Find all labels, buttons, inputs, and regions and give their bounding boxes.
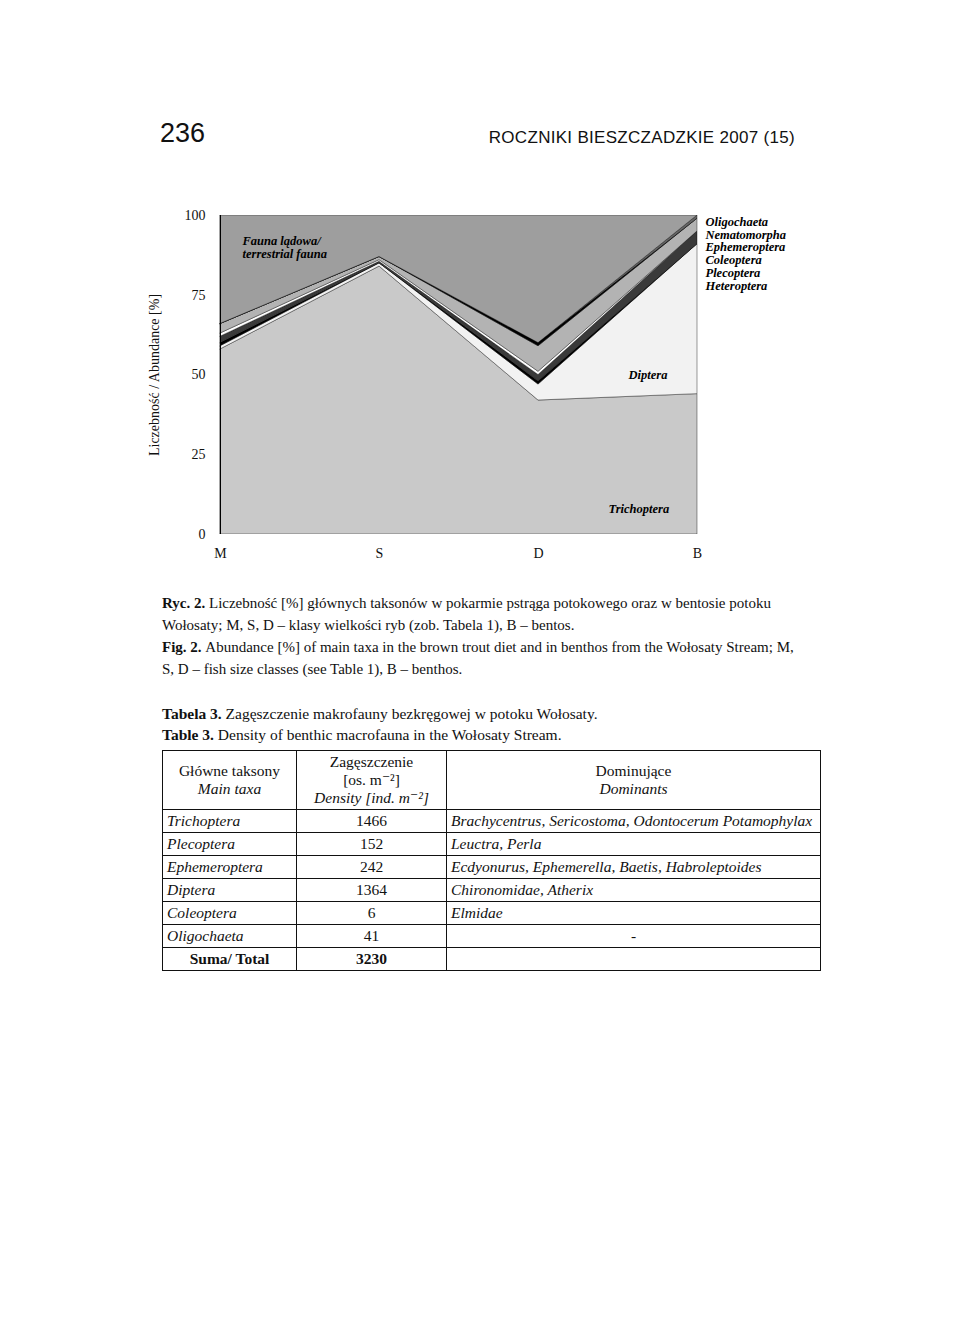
html-text:236: 236 — [160, 118, 206, 148]
svg-text:B: B — [693, 546, 702, 561]
html-text:Diptera: Diptera — [167, 881, 216, 898]
svg-text:S: S — [376, 546, 384, 561]
html-text:Table 3. Density of benthic ma: Table 3. Density of benthic macrofauna i… — [162, 726, 562, 743]
svg-text:Heteroptera: Heteroptera — [705, 279, 768, 293]
svg-text:Nematomorpha: Nematomorpha — [705, 228, 787, 242]
svg-text:Ephemeroptera: Ephemeroptera — [705, 240, 786, 254]
html-text:1466: 1466 — [356, 812, 387, 829]
html-text:Chironomidae, Atherix: Chironomidae, Atherix — [451, 881, 594, 898]
html-text:[os. m⁻²]: [os. m⁻²] — [343, 771, 400, 788]
html-text:242: 242 — [359, 858, 384, 875]
html-text:6: 6 — [367, 904, 376, 921]
html-text:Liczebność / Abundance [%]: Liczebność / Abundance [%] — [147, 293, 162, 457]
svg-text:M: M — [214, 546, 227, 561]
html-text:Elmidae: Elmidae — [451, 904, 503, 921]
html-text:Ephemeroptera: Ephemeroptera — [167, 858, 263, 875]
html-text:Coleoptera: Coleoptera — [167, 904, 237, 921]
html-text:Ecdyonurus, Ephemerella, Baeti: Ecdyonurus, Ephemerella, Baetis, Habrole… — [451, 858, 762, 875]
html-text:Oligochaeta: Oligochaeta — [167, 927, 244, 944]
html-text:3230: 3230 — [356, 950, 387, 967]
svg-text:25: 25 — [192, 447, 206, 462]
html-text:Trichoptera: Trichoptera — [167, 812, 241, 829]
html-text:Dominants: Dominants — [599, 780, 668, 797]
html-text:Plecoptera: Plecoptera — [167, 835, 235, 852]
svg-text:D: D — [533, 546, 543, 561]
html-text:41: 41 — [363, 927, 380, 944]
html-text:Fig. 2. Abundance [%] of main: Fig. 2. Abundance [%] of main taxa in th… — [162, 639, 794, 677]
html-text:Density [ind. m⁻²]: Density [ind. m⁻²] — [314, 789, 429, 806]
svg-text:0: 0 — [199, 527, 206, 542]
html-text:152: 152 — [359, 835, 384, 852]
svg-text:100: 100 — [185, 208, 206, 223]
html-text:ROCZNIKI BIESZCZADZKIE 2007 (1: ROCZNIKI BIESZCZADZKIE 2007 (15) — [488, 128, 795, 147]
html-text:Main taxa: Main taxa — [197, 780, 262, 797]
svg-text:Diptera: Diptera — [628, 368, 668, 382]
html-text:1364: 1364 — [356, 881, 387, 898]
html-text:Dominujące: Dominujące — [595, 762, 672, 779]
html-text:Zagęszczenie: Zagęszczenie — [329, 753, 414, 770]
svg-text:75: 75 — [192, 288, 206, 303]
svg-text:Coleoptera: Coleoptera — [706, 253, 762, 267]
svg-text:Trichoptera: Trichoptera — [609, 502, 670, 516]
html-text:Tabela 3. Zagęszczenie makrofa: Tabela 3. Zagęszczenie makrofauny bezkrę… — [162, 705, 598, 722]
svg-text:Plecoptera: Plecoptera — [706, 266, 761, 280]
svg-text:Fauna lądowa/terrestrial fauna: Fauna lądowa/terrestrial fauna — [242, 234, 327, 261]
svg-text:50: 50 — [192, 367, 206, 382]
html-text:Leuctra, Perla: Leuctra, Perla — [451, 835, 542, 852]
html-text:Ryc. 2. Liczebność [%] głównyc: Ryc. 2. Liczebność [%] głównych taksonów… — [162, 595, 771, 633]
html-text:Brachycentrus, Sericostoma, Od: Brachycentrus, Sericostoma, Odontocerum … — [451, 812, 813, 829]
html-text:Suma/ Total: Suma/ Total — [189, 950, 270, 967]
html-text:Główne taksony: Główne taksony — [178, 762, 281, 779]
svg-text:Oligochaeta: Oligochaeta — [706, 215, 769, 229]
